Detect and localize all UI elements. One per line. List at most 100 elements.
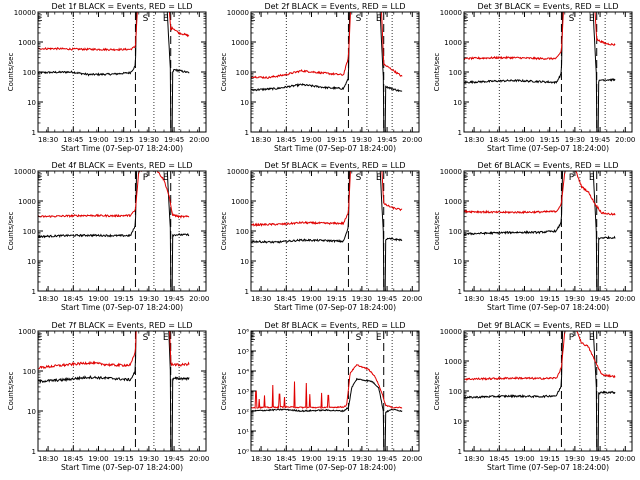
- y-tick-label: 10000: [227, 168, 249, 176]
- region-marker: E: [589, 14, 595, 24]
- x-tick-label: 19:15: [114, 295, 134, 303]
- x-tick-label: 20:00: [615, 136, 635, 144]
- plot-area: [38, 171, 190, 291]
- x-tick-label: 19:45: [590, 455, 610, 463]
- x-axis-title: Start Time (07-Sep-07 18:24:00): [274, 303, 396, 312]
- y-tick-label: 1000: [18, 198, 36, 206]
- x-axis-title: Start Time (07-Sep-07 18:24:00): [61, 303, 183, 312]
- y-axis-title: Counts/sec: [220, 53, 228, 92]
- region-marker: E: [463, 333, 469, 343]
- x-tick-label: 20:00: [615, 295, 635, 303]
- x-tick-label: 19:00: [88, 455, 108, 463]
- chart-title: Det 5f BLACK = Events, RED = LLD: [264, 161, 405, 170]
- y-axis-title: Counts/sec: [433, 372, 441, 411]
- series-lld: [251, 171, 403, 228]
- y-tick-label: 10⁶: [237, 328, 249, 336]
- series-lld: [251, 12, 403, 79]
- y-tick-label: 10⁵: [237, 348, 249, 356]
- y-tick-label: 100: [449, 69, 462, 77]
- chart-title: Det 7f BLACK = Events, RED = LLD: [51, 321, 192, 330]
- region-marker: E: [37, 14, 43, 24]
- series-events: [464, 12, 616, 132]
- chart-panel-4: Det 4f BLACK = Events, RED = LLD 1 10 100 10…: [7, 161, 209, 312]
- region-marker: E: [589, 173, 595, 183]
- region-marker: S: [356, 173, 362, 183]
- x-tick-label: 19:30: [565, 295, 585, 303]
- y-tick-label: 100: [236, 228, 249, 236]
- x-tick-label: 19:00: [301, 136, 321, 144]
- chart-title: Det 2f BLACK = Events, RED = LLD: [264, 2, 405, 11]
- x-tick-label: 20:00: [189, 295, 209, 303]
- x-tick-label: 19:00: [514, 455, 534, 463]
- plot-area: [38, 331, 190, 451]
- x-tick-label: 18:45: [489, 295, 509, 303]
- plot-frame: [37, 330, 207, 452]
- x-tick-label: 19:15: [540, 295, 560, 303]
- plot-frame: [463, 11, 633, 133]
- y-axis-title: Counts/sec: [433, 212, 441, 251]
- x-tick-label: 20:00: [615, 455, 635, 463]
- region-marker: S: [143, 14, 149, 24]
- x-tick-label: 18:45: [63, 455, 83, 463]
- y-tick-label: 10: [27, 258, 36, 266]
- x-tick-label: 20:00: [402, 455, 422, 463]
- y-tick-label: 10000: [440, 328, 462, 336]
- y-tick-label: 10: [240, 258, 249, 266]
- region-marker: E: [163, 173, 169, 183]
- x-tick-label: 19:45: [164, 136, 184, 144]
- y-tick-label: 1: [32, 288, 36, 296]
- series-lld: [38, 171, 190, 219]
- y-tick-label: 1: [458, 129, 462, 137]
- chart-panel-6: Det 6f BLACK = Events, RED = LLD 1 10 100 10…: [433, 161, 635, 312]
- chart-title: Det 3f BLACK = Events, RED = LLD: [477, 2, 618, 11]
- x-tick-label: 18:45: [63, 295, 83, 303]
- x-tick-label: 19:15: [327, 455, 347, 463]
- plot-area: [464, 331, 616, 451]
- plot-frame: [463, 330, 633, 452]
- y-tick-label: 1000: [231, 198, 249, 206]
- region-marker: S: [356, 333, 362, 343]
- plot-area: [464, 12, 616, 132]
- y-tick-label: 1000: [231, 39, 249, 47]
- y-tick-label: 100: [23, 69, 36, 77]
- chart-panel-1: Det 1f BLACK = Events, RED = LLD 1 10 100 10…: [7, 2, 209, 153]
- x-tick-label: 19:30: [565, 455, 585, 463]
- chart-title: Det 4f BLACK = Events, RED = LLD: [51, 161, 192, 170]
- region-marker: S: [569, 14, 575, 24]
- chart-panel-2: Det 2f BLACK = Events, RED = LLD 1 10 100 10…: [220, 2, 422, 153]
- x-tick-label: 19:45: [164, 295, 184, 303]
- x-tick-label: 18:45: [63, 136, 83, 144]
- region-marker: E: [463, 14, 469, 24]
- region-marker: E: [376, 333, 382, 343]
- series-events: [464, 331, 616, 451]
- series-lld: [464, 12, 616, 61]
- y-tick-label: 100: [449, 388, 462, 396]
- x-tick-label: 19:30: [139, 455, 159, 463]
- x-tick-label: 19:45: [164, 455, 184, 463]
- series-lld: [464, 171, 616, 216]
- series-lld: [38, 331, 190, 370]
- x-axis-title: Start Time (07-Sep-07 18:24:00): [487, 144, 609, 153]
- region-marker: P: [569, 173, 575, 183]
- x-tick-label: 19:00: [301, 295, 321, 303]
- region-marker: E: [250, 14, 256, 24]
- chart-panel-9: Det 9f BLACK = Events, RED = LLD 1 10 100 10…: [433, 321, 635, 472]
- x-tick-label: 18:45: [276, 455, 296, 463]
- x-tick-label: 18:45: [276, 136, 296, 144]
- x-axis-title: Start Time (07-Sep-07 18:24:00): [61, 144, 183, 153]
- series-events: [38, 171, 190, 291]
- x-tick-label: 19:00: [514, 295, 534, 303]
- series-lld: [38, 12, 190, 52]
- region-marker: E: [250, 173, 256, 183]
- y-tick-label: 1000: [444, 39, 462, 47]
- plot-area: [251, 171, 403, 291]
- y-tick-label: 10³: [237, 388, 249, 396]
- plot-area: [38, 12, 190, 132]
- plot-frame: [250, 330, 420, 452]
- x-tick-label: 18:45: [489, 455, 509, 463]
- x-tick-label: 19:15: [114, 455, 134, 463]
- series-events: [251, 12, 403, 132]
- x-tick-label: 19:00: [301, 455, 321, 463]
- y-tick-label: 1000: [444, 358, 462, 366]
